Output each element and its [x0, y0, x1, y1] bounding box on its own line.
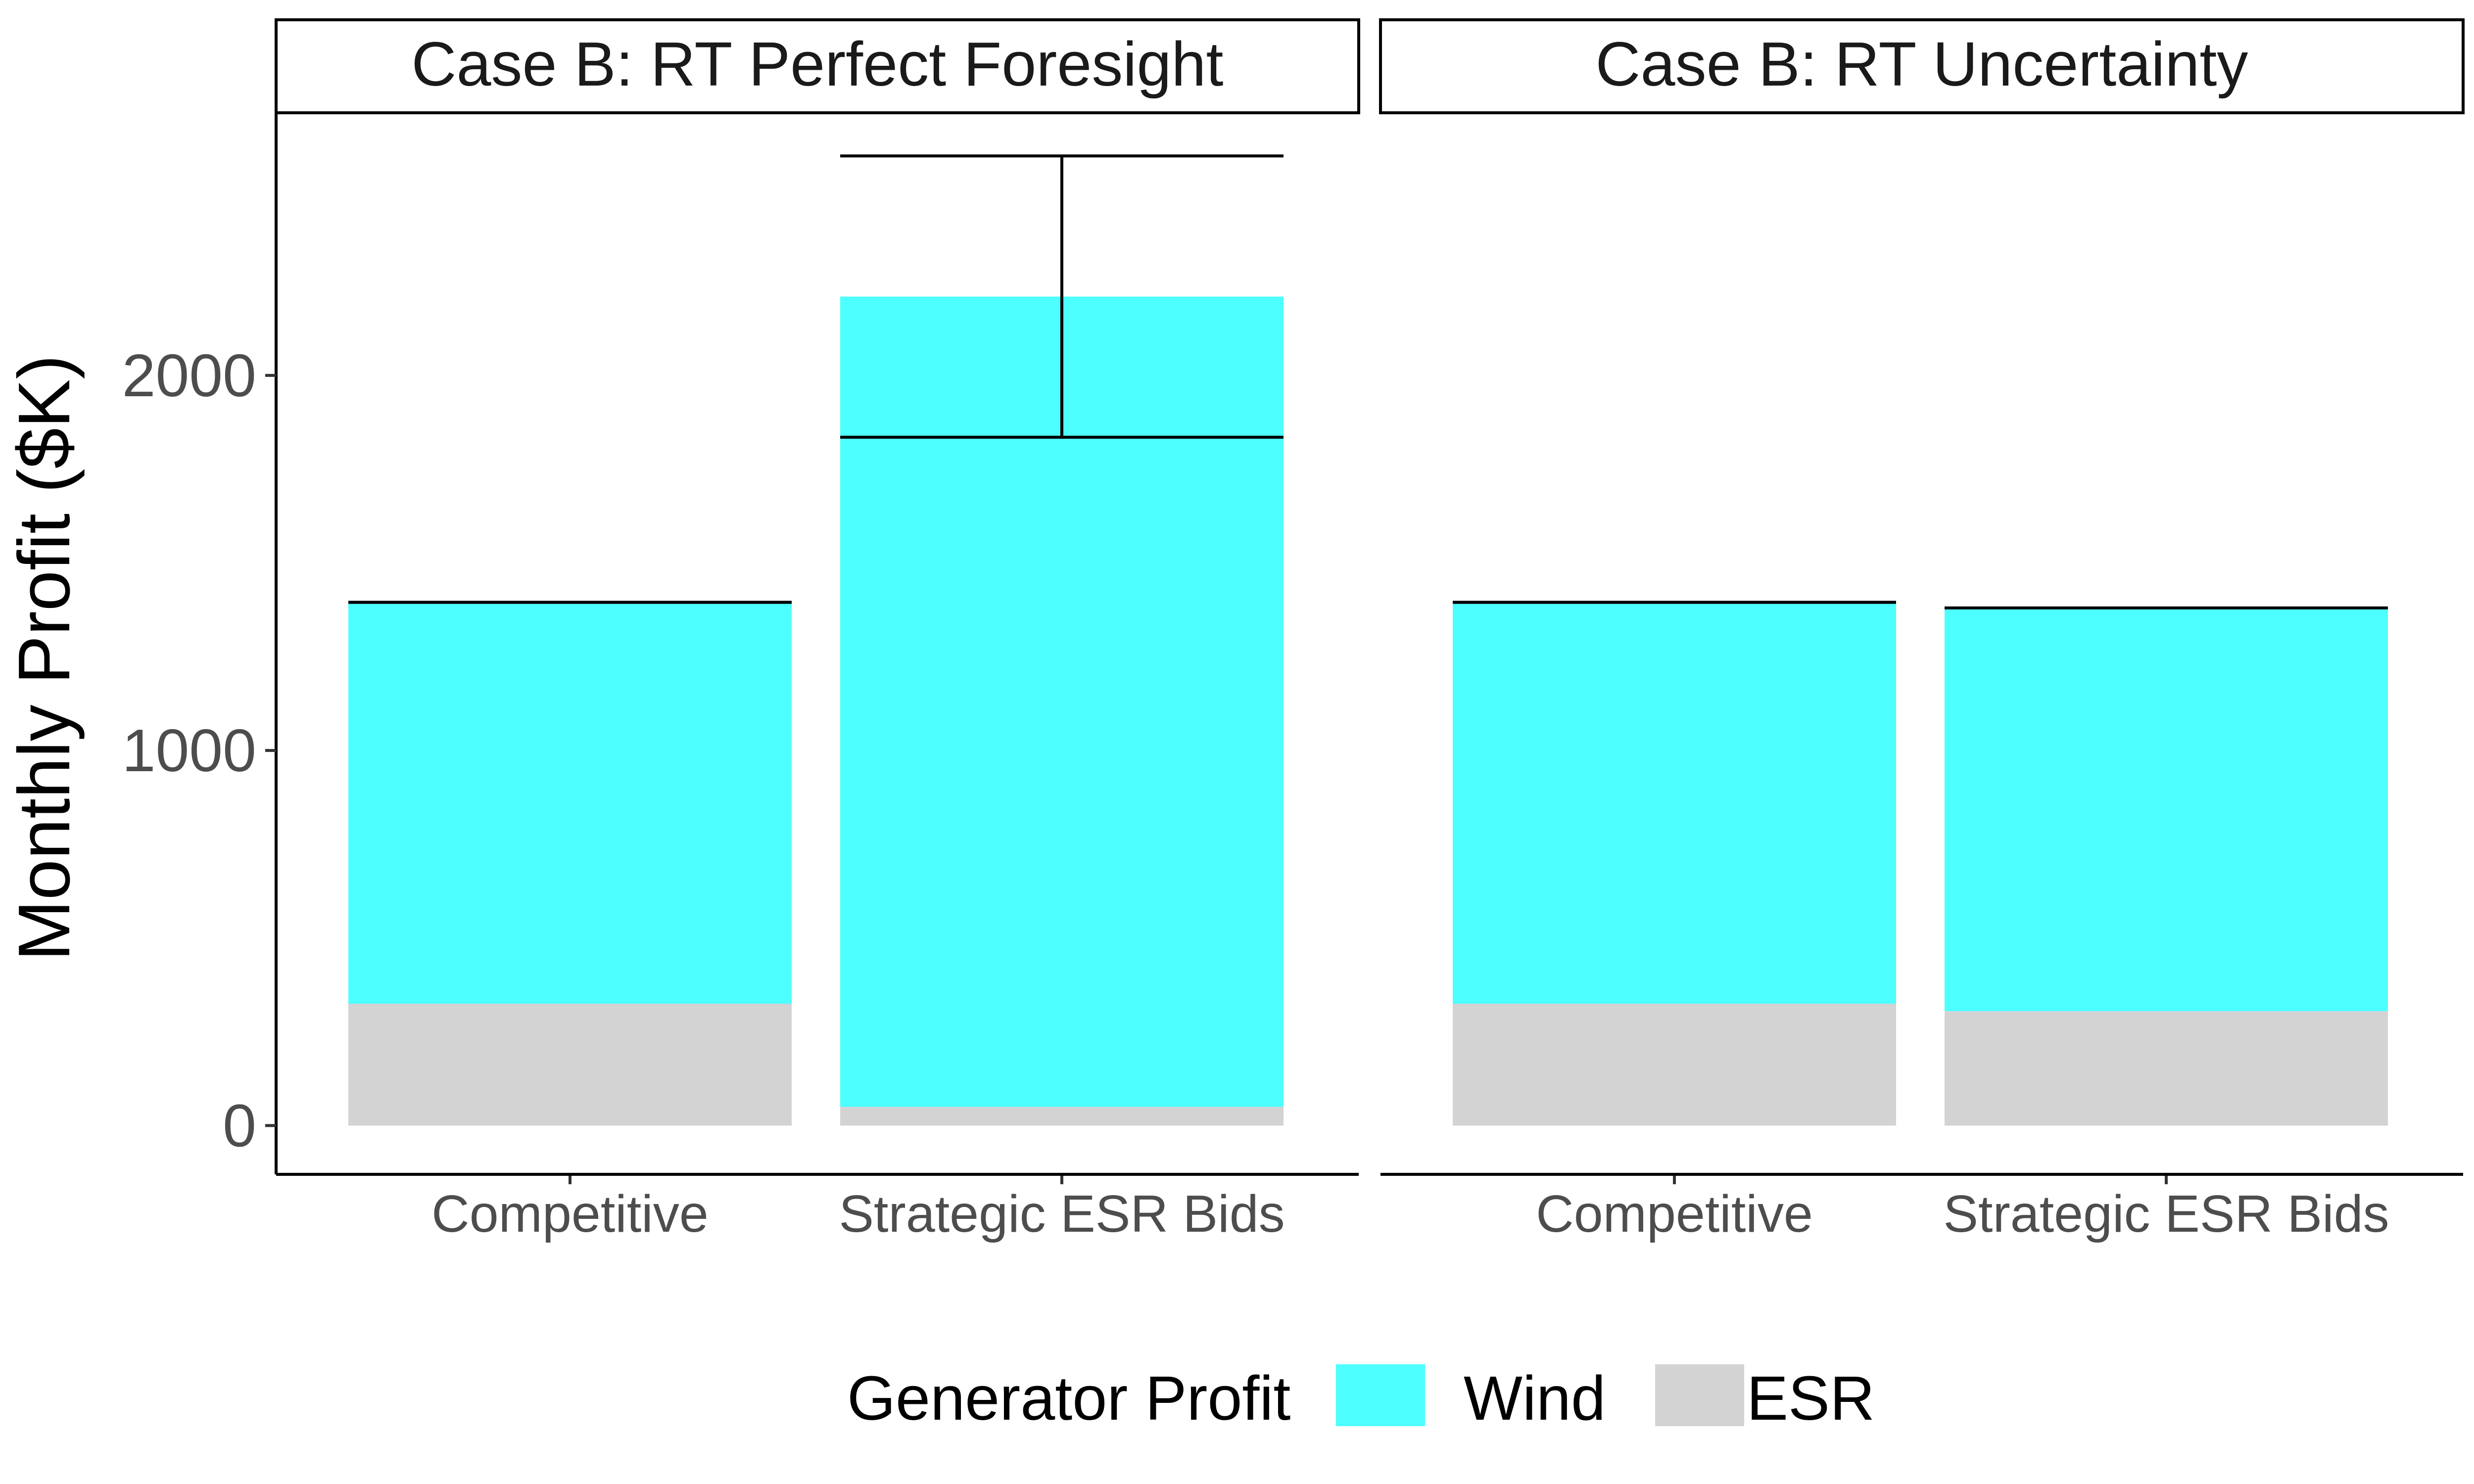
x-tick-label: Strategic ESR Bids [1943, 1185, 2389, 1243]
y-tick-label: 1000 [122, 717, 256, 784]
bar-esr [1945, 1011, 2388, 1126]
bar-wind [1945, 607, 2388, 1012]
bar-esr [1453, 1003, 1896, 1126]
legend-key-esr [1655, 1364, 1744, 1426]
legend-label-esr: ESR [1747, 1363, 1875, 1433]
bar-wind [348, 602, 792, 1004]
panel-strip [1379, 18, 2465, 114]
bar-esr [840, 1107, 1284, 1126]
legend-key-wind [1336, 1364, 1425, 1426]
bar-esr [348, 1003, 792, 1126]
bar-wind [1453, 602, 1896, 1004]
legend-title: Generator Profit [847, 1363, 1290, 1433]
panel-strip [275, 18, 1360, 114]
x-tick-label: Competitive [1536, 1185, 1813, 1243]
panel-title: Case B: RT Perfect Foresight [411, 29, 1223, 99]
y-tick-label: 0 [223, 1092, 256, 1159]
y-tick-label: 2000 [122, 342, 256, 409]
panel-2: Case B: RT Uncertainty Competitive Strateg… [1379, 18, 2465, 1243]
y-axis-title: Monthly Profit ($K) [3, 355, 85, 961]
x-tick-label: Competitive [431, 1185, 709, 1243]
legend-label-wind: Wind [1464, 1363, 1606, 1433]
panel-1: Case B: RT Perfect Foresight Competitive S… [122, 18, 1360, 1243]
legend: Generator Profit Wind ESR [847, 1363, 1875, 1433]
x-tick-label: Strategic ESR Bids [839, 1185, 1285, 1243]
panel-title: Case B: RT Uncertainty [1596, 29, 2248, 99]
